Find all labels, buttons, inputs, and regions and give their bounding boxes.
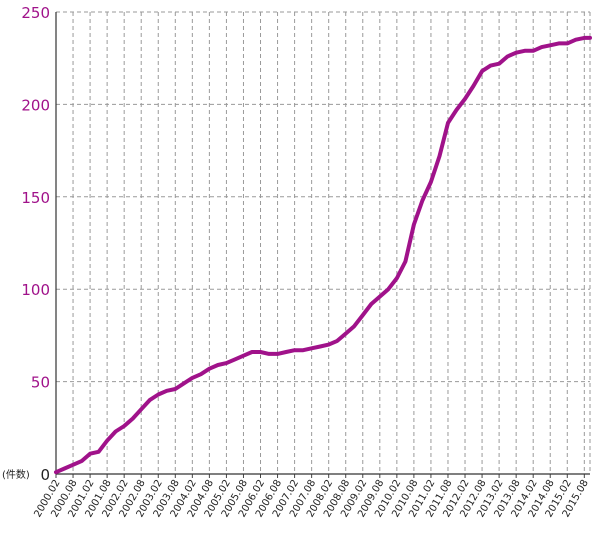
data-point <box>131 417 135 421</box>
data-point <box>420 199 424 202</box>
data-point <box>403 260 407 263</box>
data-point <box>233 357 237 361</box>
data-point <box>480 69 484 73</box>
data-point <box>259 350 262 354</box>
data-point <box>378 295 382 299</box>
data-point <box>574 38 578 42</box>
data-point <box>250 350 254 354</box>
data-point <box>173 387 177 391</box>
y-tick-label: 0 <box>40 466 50 484</box>
data-point <box>80 459 84 463</box>
data-point <box>565 41 569 45</box>
data-point <box>386 287 390 291</box>
data-point <box>139 407 143 411</box>
data-point <box>88 452 92 456</box>
data-point <box>122 424 126 428</box>
data-point <box>352 324 356 328</box>
data-point <box>335 339 339 343</box>
data-point <box>199 372 203 376</box>
data-point <box>472 84 475 88</box>
data-point <box>182 381 186 385</box>
data-point <box>216 363 220 367</box>
y-tick-label: 200 <box>21 96 50 114</box>
data-point <box>242 354 245 358</box>
data-point <box>156 393 160 396</box>
grid <box>55 11 591 474</box>
y-tick-label: 150 <box>21 189 50 207</box>
data-point <box>54 470 58 474</box>
data-point <box>276 352 280 356</box>
data-point <box>588 36 592 40</box>
data-point <box>207 367 211 371</box>
data-point <box>531 49 535 53</box>
series-lines <box>54 35 592 475</box>
y-tick-label: 250 <box>21 4 50 22</box>
data-point <box>438 154 441 158</box>
data-point <box>318 345 322 348</box>
data-point <box>557 41 561 45</box>
data-point <box>224 361 228 365</box>
data-point <box>165 389 169 393</box>
data-point <box>63 467 66 470</box>
data-point <box>310 346 314 350</box>
data-point <box>284 350 288 354</box>
series-line <box>54 35 592 475</box>
data-point <box>190 376 194 380</box>
data-point <box>267 352 271 356</box>
data-point <box>344 332 348 336</box>
data-point <box>114 430 118 433</box>
data-point <box>105 439 109 443</box>
data-point <box>497 62 501 66</box>
data-point <box>148 398 152 402</box>
data-point <box>548 43 552 47</box>
data-point <box>446 121 450 125</box>
data-point <box>97 450 101 454</box>
unit-label: (件数) <box>2 468 30 481</box>
data-point <box>489 64 493 68</box>
data-point <box>412 223 416 226</box>
data-point <box>395 276 399 280</box>
data-point <box>540 45 544 49</box>
y-tick-label: 50 <box>31 374 50 392</box>
y-tick-labels: 0 50 100 150 200 250 <box>21 4 50 484</box>
x-tick-labels: 2000.022000.082001.022001.082002.022002.… <box>32 478 591 519</box>
data-point <box>327 343 331 347</box>
data-point <box>71 463 75 467</box>
data-point <box>361 313 365 317</box>
data-point <box>506 54 510 58</box>
data-point <box>369 302 373 306</box>
y-tick-label: 100 <box>21 281 50 299</box>
data-point <box>455 108 458 112</box>
data-point <box>523 49 527 53</box>
data-point <box>429 180 433 184</box>
data-point <box>463 97 467 101</box>
data-point <box>582 36 586 40</box>
axes <box>55 12 590 478</box>
data-point <box>514 51 518 55</box>
data-point <box>293 348 297 352</box>
data-point <box>301 348 305 352</box>
